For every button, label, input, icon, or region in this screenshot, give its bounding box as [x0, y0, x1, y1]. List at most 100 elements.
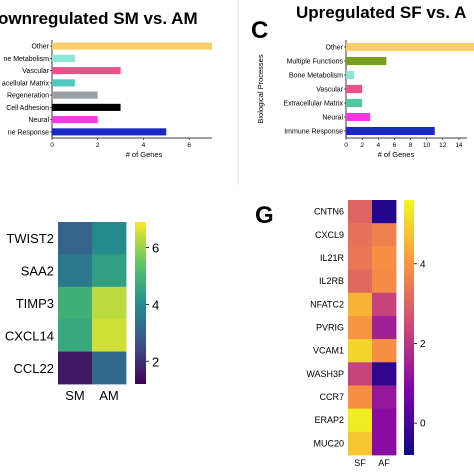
- panel-g-cell-erap2-af: [372, 408, 397, 433]
- panel-b-x-axis-label: # of Genes: [126, 150, 163, 159]
- panel-f-column-label: SM: [65, 388, 85, 403]
- panel-g-cell-ccr7-sf: [348, 385, 373, 410]
- panel-f-row-label: SAA2: [21, 264, 54, 279]
- panel-g-cell-pvrig-af: [372, 315, 397, 340]
- panel-f-cell-cxcl14-am: [92, 319, 127, 352]
- panel-c-bar-multiple-functions: [346, 56, 387, 66]
- panel-c-bar-immune-response: [346, 126, 435, 136]
- panel-c-xtick-label: 14: [455, 142, 463, 149]
- panel-g-row-label: PVRIG: [316, 323, 344, 333]
- panel-c-category-label: Immune Response: [284, 129, 343, 136]
- panel-g-row-label: CCR7: [319, 392, 344, 402]
- panel-f-cell-timp3-am: [92, 286, 127, 320]
- panel-c-xtick-label: 4: [376, 142, 380, 149]
- panel-g-cell-wash3p-sf: [348, 362, 373, 386]
- panel-f-cell-saa2-am: [92, 254, 127, 288]
- panel-b-category-label: Regeneration: [7, 93, 49, 100]
- panel-c-category-label: Bone Metabolism: [289, 73, 343, 80]
- panel-c-category-label: Neural: [322, 115, 343, 122]
- panel-g-row-label: NFATC2: [310, 299, 344, 309]
- panel-g-row-label: IL21R: [320, 253, 345, 263]
- panel-g-cell-muc20-af: [372, 431, 397, 456]
- panel-c-bar-neural: [346, 112, 371, 122]
- panel-g-cell-muc20-sf: [348, 431, 373, 456]
- panel-f-cell-ccl22-am: [92, 351, 127, 385]
- panel-g-row-label: CNTN6: [314, 207, 344, 217]
- panel-f-colorbar-tick-label: 6: [152, 241, 159, 256]
- panel-g-colorbar-tick-label: 2: [420, 339, 426, 350]
- panel-f-heatmap: TWIST2 SAA2 TIMP3 CXCL14 CCL22 SM AM 2 4 6: [5, 222, 159, 403]
- panel-c-category-label: Vascular: [316, 87, 343, 94]
- panel-g-cell-nfatc2-af: [372, 292, 397, 317]
- panel-f-cell-saa2-sm: [58, 254, 93, 288]
- panel-f-row-label: TWIST2: [6, 231, 54, 246]
- panel-g-column-label: SF: [354, 458, 366, 468]
- panel-g-cell-cxcl9-af: [372, 223, 397, 247]
- panel-c-title: Upregulated SF vs. A: [296, 3, 466, 22]
- panel-g-row-label: ERAP2: [314, 415, 344, 425]
- panel-f-column-label: AM: [99, 388, 119, 403]
- panel-c-xtick-label: 12: [439, 142, 447, 149]
- panel-c-xtick-label: 0: [344, 142, 348, 149]
- panel-c-xtick-label: 10: [423, 142, 431, 149]
- panel-c-category-label: Multiple Functions: [287, 59, 344, 66]
- panel-g-cell-cxcl9-sf: [348, 223, 373, 247]
- panel-g-cell-cntn6-sf: [348, 200, 373, 224]
- panel-b-xtick-label: 6: [187, 142, 191, 149]
- panel-g-row-label: VCAM1: [313, 346, 344, 356]
- panel-b-category-label: Neural: [28, 117, 49, 124]
- panel-g-row-label: IL2RB: [319, 276, 344, 286]
- panel-b-bar-cell-adhesion: [52, 103, 121, 111]
- panel-f-cell-cxcl14-sm: [58, 319, 93, 352]
- panel-b-category-label: ne Metabolism: [3, 56, 49, 63]
- panel-g-column-label: AF: [378, 458, 390, 468]
- panel-b-category-label: Vascular: [22, 68, 49, 75]
- panel-g-row-label: CXCL9: [315, 230, 344, 240]
- panel-g-heatmap: G CNTN6 CXCL9 IL21R IL2RB NFATC2 PVRIG VCAM1 WA…: [255, 200, 426, 468]
- panel-c-xtick-label: 2: [360, 142, 364, 149]
- panel-b-xtick-label: 0: [50, 142, 54, 149]
- panel-c-bar-extracellular-matrix: [346, 98, 363, 108]
- panel-b-category-label: Other: [31, 44, 49, 51]
- panel-g-cell-pvrig-sf: [348, 315, 373, 340]
- panel-c-bar-other: [346, 42, 474, 52]
- panel-f-cell-timp3-sm: [58, 286, 93, 320]
- panel-c-category-label: Other: [325, 45, 343, 52]
- panel-g-row-label: MUC20: [313, 438, 344, 448]
- panel-b-xtick-label: 4: [142, 142, 146, 149]
- panel-g-letter: G: [255, 202, 274, 229]
- panel-f-colorbar-tick-label: 4: [152, 297, 159, 312]
- panel-g-colorbar-tick-label: 4: [420, 259, 426, 270]
- panel-g-row-label: WASH3P: [306, 369, 344, 379]
- panel-g-colorbar: [404, 200, 414, 455]
- panel-b-bar-regeneration: [52, 91, 98, 99]
- panel-g-cell-vcam1-af: [372, 339, 397, 363]
- panel-g-cell-ccr7-af: [372, 385, 397, 410]
- panel-b-category-label: acellular Matrix: [2, 80, 50, 87]
- panel-f-cell-ccl22-sm: [58, 351, 93, 385]
- panel-f-colorbar-tick-label: 2: [152, 354, 159, 369]
- panel-b-bar-acellular-matrix: [52, 79, 75, 87]
- panel-f-cell-twist2-sm: [58, 222, 93, 255]
- panel-g-cell-il21r-sf: [348, 246, 373, 270]
- panel-c-category-label: Extracellular Matrix: [283, 101, 343, 108]
- panel-b-bar-chart: ownregulated SM vs. AM Other ne Metabolis…: [0, 9, 212, 159]
- panel-g-cell-il21r-af: [372, 246, 397, 270]
- panel-c-bar-chart: C Upregulated SF vs. A Other Multiple Fun…: [251, 3, 474, 159]
- panel-c-letter: C: [251, 17, 268, 44]
- panel-c-xtick-label: 8: [409, 142, 413, 149]
- panel-f-cell-twist2-am: [92, 222, 127, 255]
- panel-f-row-label: CCL22: [14, 361, 54, 376]
- panel-c-bar-bone-metabolism: [346, 70, 355, 80]
- panel-b-category-label: ne Response: [8, 129, 49, 136]
- panel-g-cell-erap2-sf: [348, 408, 373, 433]
- panel-f-row-label: CXCL14: [5, 328, 54, 343]
- panel-c-y-axis-label: Biological Processes: [256, 54, 265, 123]
- panel-f-row-label: TIMP3: [16, 296, 54, 311]
- panel-g-colorbar-tick-label: 0: [420, 419, 426, 430]
- panel-b-bar-ne-response: [52, 128, 167, 136]
- panel-g-cell-il2rb-af: [372, 269, 397, 294]
- panel-g-cell-wash3p-af: [372, 362, 397, 386]
- panel-b-bar-neural: [52, 116, 98, 124]
